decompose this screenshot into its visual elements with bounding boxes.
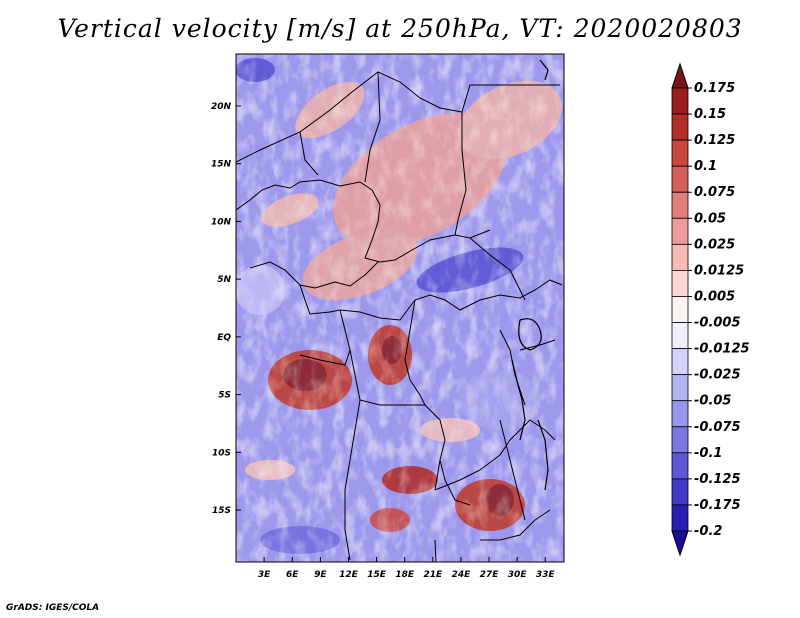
colorbar-label: 0.025 (694, 237, 735, 252)
colorbar-label: -0.05 (694, 394, 731, 409)
colorbar-segment (671, 322, 689, 349)
colorbar-label: -0.175 (694, 498, 741, 513)
colorbar-segment (671, 139, 689, 167)
colorbar-label: 0.005 (694, 289, 735, 304)
lon-tick-label: 24E (452, 570, 472, 580)
colorbar-bottom-arrow (671, 530, 689, 557)
colorbar-segment (671, 217, 689, 245)
lat-tick-label: 10S (212, 448, 231, 458)
colorbar-segment (671, 426, 689, 454)
colorbar: 0.175 0.15 0.125 0.1 0.075 0.05 0.025 0.0125 0.0… (671, 62, 750, 557)
lon-tick-label: 33E (536, 570, 556, 580)
lat-tick-label: 15N (211, 160, 232, 170)
colorbar-label: 0.1 (694, 159, 717, 174)
colorbar-label: -0.1 (694, 446, 722, 461)
colorbar-segment (671, 452, 689, 480)
lon-tick-label: 15E (367, 570, 387, 580)
lon-tick-label: 30E (508, 570, 528, 580)
colorbar-segment (671, 113, 689, 141)
colorbar-label: -0.005 (694, 316, 741, 331)
colorbar-segment (671, 504, 689, 532)
colorbar-label: 0.05 (694, 211, 726, 226)
lon-tick-label: 6E (286, 570, 299, 580)
colorbar-label: 0.15 (694, 107, 726, 122)
colorbar-top-arrow (671, 62, 689, 89)
colorbar-label: -0.025 (694, 368, 741, 383)
colorbar-segment (671, 348, 689, 376)
lat-tick-label: 15S (212, 506, 231, 516)
colorbar-label: 0.075 (694, 185, 735, 200)
lat-tick-label: 10N (211, 217, 232, 227)
lon-tick-label: 3E (258, 570, 271, 580)
colorbar-label: -0.125 (694, 472, 741, 487)
colorbar-segment (671, 296, 689, 323)
colorbar-segment (671, 165, 689, 193)
lat-tick-label: 5N (217, 275, 231, 285)
lat-tick-label: 20N (211, 102, 232, 112)
lon-tick-label: 9E (314, 570, 327, 580)
velocity-field (236, 54, 564, 562)
colorbar-segment (671, 400, 689, 428)
country-boundaries (236, 71, 563, 562)
colorbar-label: -0.075 (694, 420, 741, 435)
colorbar-label: 0.125 (694, 133, 735, 148)
lat-tick-label: EQ (217, 333, 231, 343)
lon-tick-label: 21E (423, 570, 443, 580)
colorbar-label: 0.0125 (694, 263, 744, 278)
colorbar-segment (671, 87, 689, 115)
colorbar-label: -0.0125 (694, 342, 750, 357)
colorbar-segment (671, 191, 689, 219)
colorbar-segment (671, 478, 689, 506)
lon-tick-label: 27E (480, 570, 500, 580)
colorbar-label: 0.175 (694, 81, 735, 96)
colorbar-label: -0.2 (694, 524, 722, 539)
colorbar-segment (671, 374, 689, 402)
lon-tick-label: 12E (339, 570, 359, 580)
colorbar-segment (671, 270, 689, 297)
colorbar-segment (671, 243, 689, 271)
latitude-axis: 20N 15N 10N 5N EQ 5S 10S 15S (211, 102, 241, 516)
lat-tick-label: 5S (218, 391, 231, 401)
plot-frame (235, 53, 565, 563)
grads-credit: GrADS: IGES/COLA (6, 603, 100, 613)
map-title: Vertical velocity [m/s] at 250hPa, VT: 2… (57, 14, 743, 43)
lon-tick-label: 18E (395, 570, 415, 580)
longitude-axis: 3E 6E 9E 12E 15E 18E 21E 24E 27E 30E 33E (258, 557, 556, 580)
